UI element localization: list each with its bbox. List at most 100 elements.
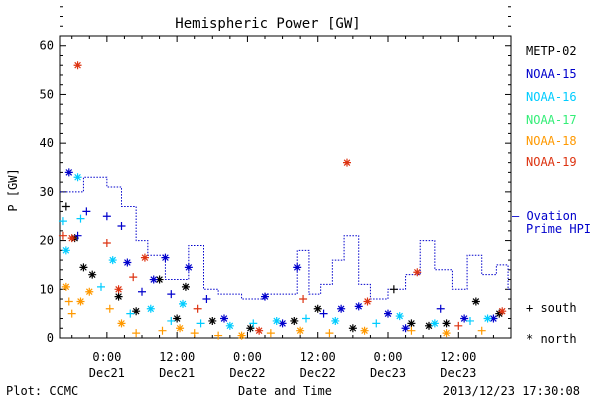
- data-point-noaa-18-north: [76, 297, 85, 306]
- x-tick-time: 0:00: [92, 350, 121, 364]
- data-point-noaa-15-north: [220, 314, 228, 323]
- footer-plot-credit: Plot: CCMC: [6, 384, 78, 398]
- legend-south: + south: [526, 301, 577, 315]
- data-point-noaa-18-north: [176, 324, 185, 333]
- data-point-metp-02-north: [246, 324, 255, 333]
- x-tick-date: Dec23: [370, 366, 406, 380]
- legend-north: * north: [526, 332, 577, 346]
- y-tick-label: 30: [40, 185, 54, 199]
- data-points: [58, 61, 507, 340]
- legend: METP-02 NOAA-15 NOAA-16 NOAA-17 NOAA-18 …: [512, 44, 591, 346]
- x-tick-time: 12:00: [300, 350, 336, 364]
- data-point-noaa-19-south: [299, 295, 308, 304]
- data-point-noaa-16-north: [61, 246, 70, 255]
- data-point-noaa-16-north: [483, 314, 492, 323]
- data-point-metp-02-north: [425, 321, 433, 330]
- x-tick-time: 0:00: [233, 350, 262, 364]
- data-point-noaa-15-north: [184, 263, 193, 272]
- data-point-metp-02-north: [471, 297, 480, 306]
- data-point-noaa-19-north: [413, 268, 422, 277]
- data-point-noaa-15-north: [354, 302, 363, 311]
- data-point-noaa-15-north: [261, 292, 269, 301]
- y-axis-label: P [GW]: [6, 168, 20, 211]
- y-tick-label: 0: [47, 331, 54, 345]
- data-point-metp-02-north: [442, 319, 451, 328]
- data-point-noaa-16-north: [272, 316, 281, 325]
- data-point-metp-02-north: [290, 316, 299, 325]
- x-tick-date: Dec23: [440, 366, 476, 380]
- data-point-noaa-18-south: [64, 297, 73, 306]
- data-point-noaa-16-north: [225, 321, 234, 330]
- data-point-noaa-18-north: [117, 319, 126, 328]
- data-point-metp-02-south: [61, 202, 70, 211]
- data-point-noaa-18-south: [132, 329, 141, 338]
- x-tick-date: Dec22: [300, 366, 336, 380]
- data-point-noaa-18-north: [360, 326, 369, 335]
- legend-entry-noaa-16: NOAA-16: [526, 90, 577, 104]
- data-point-noaa-16-north: [430, 319, 439, 328]
- data-point-noaa-15-north: [161, 253, 170, 262]
- data-point-noaa-18-north: [61, 282, 70, 291]
- data-point-noaa-18-south: [325, 329, 334, 338]
- data-point-noaa-16-north: [146, 304, 155, 313]
- data-point-noaa-15-south: [167, 290, 176, 299]
- data-point-noaa-15-south: [138, 287, 146, 296]
- data-point-noaa-15-south: [436, 304, 445, 313]
- data-point-noaa-16-south: [126, 309, 135, 318]
- data-point-noaa-19-north: [363, 297, 372, 306]
- data-point-noaa-15-north: [293, 263, 302, 272]
- ovation-line: [60, 176, 511, 300]
- plot-frame: [59, 35, 512, 339]
- data-point-noaa-15-north: [401, 324, 410, 333]
- y-tick-label: 50: [40, 87, 54, 101]
- y-tick-label: 60: [40, 39, 54, 53]
- data-point-noaa-16-south: [167, 316, 176, 325]
- data-point-noaa-15-south: [319, 309, 328, 318]
- data-point-noaa-18-south: [105, 304, 114, 313]
- x-tick-date: Dec21: [159, 366, 195, 380]
- data-point-noaa-15-north: [149, 275, 158, 284]
- data-point-noaa-15-north: [460, 314, 469, 323]
- data-point-metp-02-north: [88, 270, 97, 279]
- legend-entry-noaa-19: NOAA-19: [526, 155, 577, 169]
- x-tick-time: 12:00: [440, 350, 476, 364]
- data-point-metp-02-north: [114, 292, 123, 301]
- data-point-noaa-18-south: [407, 326, 416, 335]
- data-point-metp-02-north: [348, 324, 357, 333]
- data-point-noaa-19-north: [114, 285, 123, 294]
- data-point-noaa-16-south: [97, 282, 105, 291]
- y-tick-label: 40: [40, 136, 54, 150]
- data-point-noaa-15-north: [489, 314, 498, 323]
- chart-title: Hemispheric Power [GW]: [175, 16, 360, 32]
- data-point-metp-02-south: [389, 285, 398, 294]
- data-point-noaa-18-south: [266, 329, 275, 338]
- data-point-metp-02-north: [132, 307, 141, 316]
- x-axis-label: Date and Time: [238, 384, 332, 398]
- legend-ovation-line1: — Ovation: [512, 209, 577, 223]
- data-point-noaa-16-north: [395, 312, 404, 321]
- data-point-noaa-15-south: [82, 207, 91, 216]
- data-point-noaa-15-north: [123, 258, 132, 267]
- data-point-noaa-16-south: [58, 217, 67, 226]
- y-tick-label: 10: [40, 282, 54, 296]
- data-point-noaa-18-north: [296, 326, 305, 335]
- data-point-noaa-18-south: [67, 309, 76, 318]
- data-point-noaa-19-north: [498, 307, 507, 316]
- legend-ovation-line2: Prime HPI: [526, 222, 591, 236]
- data-point-noaa-18-north: [442, 329, 451, 338]
- x-tick-date: Dec22: [229, 366, 265, 380]
- data-point-noaa-18-south: [190, 329, 199, 338]
- data-point-noaa-19-south: [129, 273, 138, 282]
- legend-entry-noaa-15: NOAA-15: [526, 67, 577, 81]
- data-point-noaa-19-north: [73, 61, 82, 70]
- data-point-noaa-15-north: [337, 304, 346, 313]
- data-point-noaa-16-north: [179, 299, 187, 308]
- data-point-noaa-18-south: [214, 331, 223, 340]
- legend-entry-noaa-17: NOAA-17: [526, 113, 577, 127]
- data-point-noaa-16-south: [372, 319, 381, 328]
- data-point-metp-02-north: [313, 304, 322, 313]
- data-point-noaa-16-south: [196, 319, 205, 328]
- data-point-noaa-16-south: [466, 316, 474, 325]
- data-point-noaa-15-south: [117, 221, 126, 230]
